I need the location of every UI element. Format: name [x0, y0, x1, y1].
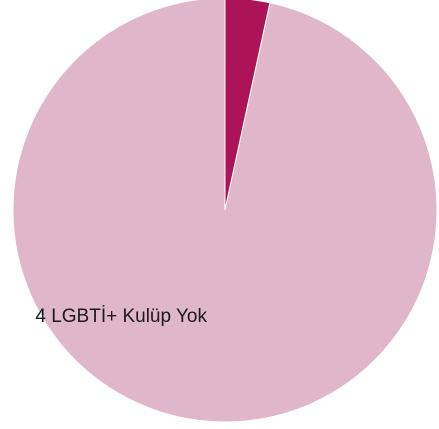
- pie-slice-label-2: 4 LGBTİ+ Kulüp Yok: [35, 306, 207, 327]
- pie-labels: 4 LGBTİ+ Kulüp Yok: [35, 306, 207, 327]
- pie-slices: [12, 0, 438, 423]
- pie-slice-2: [12, 0, 438, 423]
